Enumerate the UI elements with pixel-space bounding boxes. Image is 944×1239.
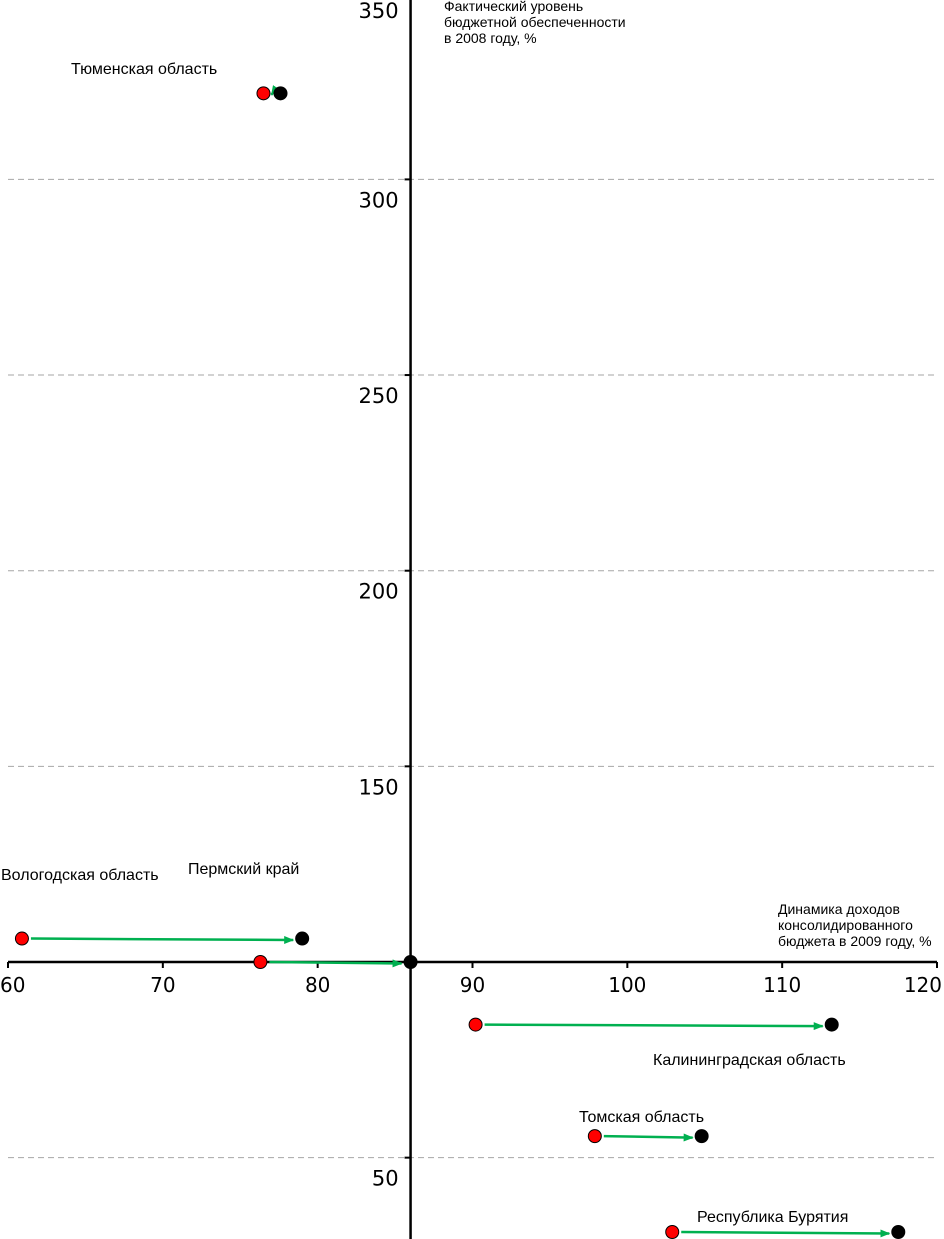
start-point-2008 bbox=[14, 931, 29, 946]
x-tick-label: 90 bbox=[460, 973, 485, 997]
region-label: Томская область bbox=[579, 1109, 704, 1126]
change-arrow bbox=[30, 935, 295, 944]
x-tick-label: 110 bbox=[763, 973, 801, 997]
region-series bbox=[14, 931, 310, 946]
end-point-2009 bbox=[824, 1017, 839, 1032]
y-tick-label: 250 bbox=[358, 384, 398, 408]
axis-titles: Фактический уровень бюджетной обеспеченно… bbox=[444, 0, 932, 949]
x-tick-label: 120 bbox=[904, 973, 942, 997]
change-arrow bbox=[603, 1133, 694, 1142]
change-arrow bbox=[269, 959, 403, 968]
region-series bbox=[256, 85, 288, 101]
end-point-2009 bbox=[891, 1224, 906, 1239]
region-label: Калининградская область bbox=[653, 1052, 846, 1069]
start-point-2008 bbox=[253, 955, 268, 969]
data-series bbox=[14, 85, 906, 1239]
region-series bbox=[665, 1224, 906, 1239]
end-point-2009 bbox=[295, 931, 310, 946]
y-tick-label: 350 bbox=[358, 0, 398, 23]
end-point-2009 bbox=[273, 86, 288, 101]
change-arrow bbox=[270, 85, 280, 96]
region-label: Республика Бурятия bbox=[697, 1209, 848, 1226]
start-point-2008 bbox=[468, 1017, 483, 1032]
grid-lines bbox=[8, 178, 937, 1159]
region-label: Пермский край bbox=[188, 861, 299, 878]
region-labels: Тюменская область Вологодская область Перм… bbox=[1, 61, 848, 1226]
region-series bbox=[253, 955, 418, 969]
region-series bbox=[468, 1017, 839, 1032]
region-label: Тюменская область bbox=[71, 61, 217, 78]
start-point-2008 bbox=[587, 1129, 602, 1144]
change-arrow bbox=[484, 1022, 824, 1031]
region-label: Вологодская область bbox=[1, 867, 159, 884]
y-axis-title: Фактический уровень бюджетной обеспеченно… bbox=[444, 0, 626, 46]
y-tick-label: 150 bbox=[358, 775, 398, 799]
region-series bbox=[587, 1129, 709, 1144]
x-tick-label: 100 bbox=[608, 973, 646, 997]
y-tick-label: 50 bbox=[372, 1167, 399, 1191]
y-tick-label: 200 bbox=[358, 580, 398, 604]
end-point-2009 bbox=[403, 955, 418, 969]
x-axis-title: Динамика доходов консолидированного бюджет… bbox=[778, 901, 932, 949]
tick-labels: 60 70 80 90 100 110 120 50 150 200 250 300 350 bbox=[0, 0, 942, 1191]
x-tick-label: 60 bbox=[0, 973, 25, 997]
end-point-2009 bbox=[694, 1129, 709, 1144]
start-point-2008 bbox=[665, 1224, 680, 1239]
x-tick-label: 70 bbox=[150, 973, 175, 997]
axes bbox=[7, 0, 938, 1239]
y-tick-label: 300 bbox=[358, 188, 398, 212]
x-tick-label: 80 bbox=[305, 973, 330, 997]
change-arrow bbox=[681, 1229, 891, 1238]
start-point-2008 bbox=[256, 86, 271, 101]
